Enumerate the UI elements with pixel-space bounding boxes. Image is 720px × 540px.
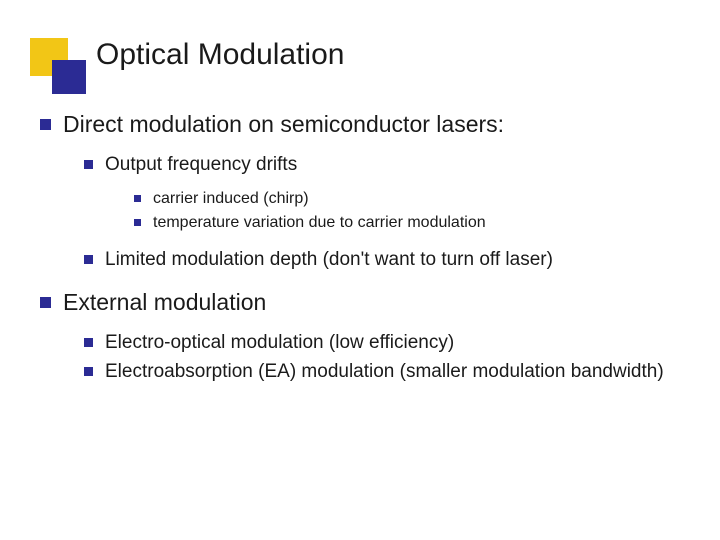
list-item: carrier induced (chirp) [134, 189, 690, 210]
item-text: Electro-optical modulation (low efficien… [105, 331, 454, 355]
list-item: Limited modulation depth (don't want to … [84, 248, 690, 272]
square-bullet-icon [40, 119, 51, 130]
item-text: Electroabsorption (EA) modulation (small… [105, 360, 664, 384]
square-bullet-icon [84, 367, 93, 376]
list-item: Electroabsorption (EA) modulation (small… [84, 360, 690, 384]
list-item: Electro-optical modulation (low efficien… [84, 331, 690, 355]
square-bullet-icon [84, 338, 93, 347]
list-item: External modulation [40, 288, 690, 317]
list-item: Output frequency drifts [84, 153, 690, 177]
item-text: Limited modulation depth (don't want to … [105, 248, 553, 272]
list-item: Direct modulation on semiconductor laser… [40, 110, 690, 139]
slide-title: Optical Modulation [96, 38, 344, 72]
item-text: External modulation [63, 288, 266, 317]
corner-decoration [30, 38, 86, 94]
item-text: Direct modulation on semiconductor laser… [63, 110, 504, 139]
square-bullet-icon [84, 160, 93, 169]
square-bullet-icon [40, 297, 51, 308]
corner-blue-square [52, 60, 86, 94]
square-bullet-icon [134, 195, 141, 202]
square-bullet-icon [134, 219, 141, 226]
slide-content: Direct modulation on semiconductor laser… [40, 110, 690, 390]
item-text: temperature variation due to carrier mod… [153, 213, 486, 234]
item-text: Output frequency drifts [105, 153, 297, 177]
item-text: carrier induced (chirp) [153, 189, 309, 210]
list-item: temperature variation due to carrier mod… [134, 213, 690, 234]
square-bullet-icon [84, 255, 93, 264]
